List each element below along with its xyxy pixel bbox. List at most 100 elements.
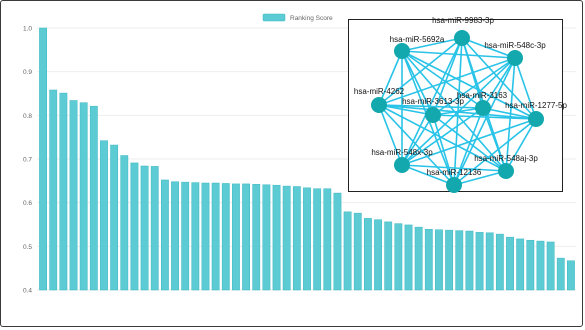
bar[interactable] — [272, 184, 281, 291]
bar[interactable] — [506, 236, 514, 291]
bar[interactable] — [394, 223, 403, 291]
bar[interactable] — [475, 232, 484, 291]
bar[interactable] — [282, 185, 291, 291]
network-edge — [432, 114, 537, 120]
bar[interactable] — [130, 162, 139, 291]
bar[interactable] — [353, 212, 362, 291]
legend[interactable]: Ranking Score — [262, 13, 333, 22]
bar[interactable] — [303, 187, 311, 291]
bar[interactable] — [485, 232, 494, 291]
network-edge — [432, 57, 516, 116]
network-node[interactable] — [425, 107, 441, 123]
network-edge — [378, 57, 516, 106]
network-node[interactable] — [475, 100, 491, 116]
bar[interactable] — [424, 229, 433, 291]
bar[interactable] — [556, 257, 565, 291]
network-edge — [401, 164, 507, 172]
bar[interactable] — [39, 27, 47, 291]
bar[interactable] — [181, 181, 190, 291]
bar[interactable] — [374, 219, 382, 291]
bar[interactable] — [536, 240, 545, 291]
network-node[interactable] — [498, 163, 514, 179]
bar[interactable] — [546, 241, 555, 291]
network-edges — [378, 37, 537, 186]
bar[interactable] — [495, 233, 504, 291]
bar[interactable] — [221, 183, 230, 291]
network-edge — [378, 104, 484, 109]
bar[interactable] — [292, 186, 301, 291]
bar[interactable] — [69, 100, 78, 291]
network-node[interactable] — [394, 43, 410, 59]
network-edge — [461, 37, 537, 120]
bar[interactable] — [110, 144, 119, 291]
network-edge — [378, 104, 403, 166]
bar[interactable] — [232, 183, 240, 291]
bar[interactable] — [160, 179, 169, 291]
bar[interactable] — [364, 218, 372, 291]
network-edge — [453, 107, 484, 186]
bar[interactable] — [150, 166, 159, 291]
bar[interactable] — [414, 226, 423, 291]
bar[interactable] — [313, 188, 322, 291]
bar[interactable] — [343, 211, 352, 291]
network-edge — [432, 114, 507, 172]
bar[interactable] — [526, 239, 535, 291]
bar[interactable] — [516, 238, 525, 291]
y-axis: 1.0 0.9 0.8 0.7 0.6 0.5 0.4 — [23, 26, 32, 295]
bar[interactable] — [201, 182, 210, 291]
network-node[interactable] — [454, 30, 470, 46]
network-edge — [378, 50, 403, 106]
bar[interactable] — [49, 89, 58, 291]
network-edge — [401, 50, 537, 120]
y-tick-label: 0.6 — [23, 200, 32, 207]
bar[interactable] — [89, 105, 98, 291]
network-edge — [432, 37, 463, 116]
network-node-label: hsa-miR-12136 — [427, 168, 482, 177]
network-edge — [401, 114, 434, 166]
network-edge — [482, 57, 516, 109]
bar[interactable] — [567, 260, 575, 291]
network-node[interactable] — [394, 157, 410, 173]
bar[interactable] — [404, 224, 413, 291]
network-node[interactable] — [528, 111, 544, 127]
bar[interactable] — [333, 192, 342, 291]
bar[interactable] — [262, 184, 271, 291]
y-tick-label: 0.7 — [23, 157, 32, 164]
network-edge — [378, 104, 434, 116]
network-edge — [401, 37, 463, 52]
bar[interactable] — [100, 140, 108, 291]
bar[interactable] — [384, 221, 393, 291]
network-edge — [514, 57, 537, 120]
bar[interactable] — [120, 155, 129, 291]
bar[interactable] — [455, 230, 464, 291]
network-edge — [505, 118, 537, 172]
network-node-label: hsa-miR-548x-3p — [371, 148, 433, 157]
network-node[interactable] — [446, 177, 462, 193]
bar[interactable] — [191, 182, 200, 291]
network-edge — [461, 37, 516, 59]
network-edge — [378, 104, 455, 186]
bar[interactable] — [252, 184, 261, 291]
network-node[interactable] — [371, 97, 387, 113]
bar[interactable] — [171, 181, 179, 291]
bar[interactable] — [465, 230, 474, 291]
bar[interactable] — [211, 182, 220, 291]
y-tick-label: 1.0 — [23, 26, 32, 33]
bar[interactable] — [445, 229, 454, 291]
network-edge — [453, 170, 507, 186]
bar[interactable] — [79, 102, 88, 291]
network-node[interactable] — [507, 50, 523, 66]
bar[interactable] — [242, 183, 250, 291]
legend-label: Ranking Score — [290, 15, 333, 22]
network-edge — [401, 50, 484, 109]
bar[interactable] — [435, 229, 443, 291]
network-edge — [432, 107, 484, 116]
network-node-label: hsa-miR-9983-3p — [432, 16, 494, 25]
bar[interactable] — [140, 165, 149, 291]
network-node-label: hsa-miR-548aj-3p — [474, 154, 538, 163]
network-node-label: hsa-miR-5692a — [390, 35, 445, 44]
bar[interactable] — [323, 188, 332, 291]
bar[interactable] — [59, 92, 68, 291]
